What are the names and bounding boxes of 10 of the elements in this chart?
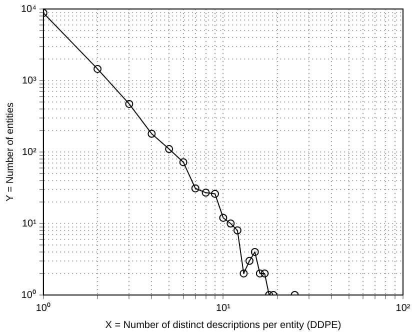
y-axis-title: Y = Number of entities xyxy=(4,102,16,202)
x-tick-label: 10¹ xyxy=(216,302,232,314)
x-axis-title: X = Number of distinct descriptions per entity (DDPE) xyxy=(105,320,342,331)
y-tick-label: 10³ xyxy=(22,75,38,86)
x-tick-label: 10² xyxy=(396,302,411,314)
y-tick-label: 10⁴ xyxy=(21,4,36,15)
y-tick-label: 10¹ xyxy=(22,218,38,230)
y-tick-label: 10⁰ xyxy=(21,288,36,301)
y-tick-label: 10² xyxy=(22,146,38,158)
x-tick-label: 10⁰ xyxy=(36,302,51,314)
